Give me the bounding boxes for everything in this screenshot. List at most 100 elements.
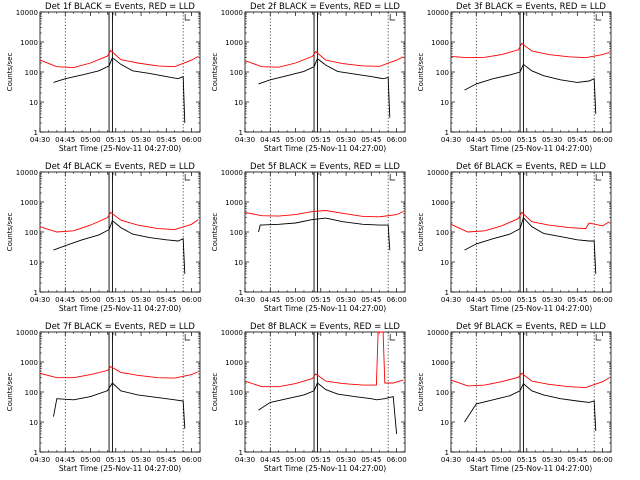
- y-tick-label: 10000: [221, 329, 243, 337]
- x-tick-label: 05:00: [491, 456, 511, 464]
- y-tick-label: 100: [25, 389, 38, 397]
- chart-panel-4: Det 4f BLACK = Events, RED = LLD 1 10 100 10…: [6, 162, 202, 313]
- y-axis-label: Counts/sec: [211, 53, 219, 92]
- chart-panel-1: Det 1f BLACK = Events, RED = LLD 1 10 100 10…: [6, 2, 202, 153]
- x-tick-label: 05:15: [517, 136, 537, 144]
- chart-panel-5: Det 5f BLACK = Events, RED = LLD 1 10 100 10…: [211, 162, 407, 313]
- plot-frame: [450, 331, 612, 453]
- x-tick-label: 04:30: [441, 296, 461, 304]
- x-tick-label: 05:45: [567, 456, 587, 464]
- lld-rate-series-line: [39, 366, 199, 379]
- x-tick-label: 04:30: [235, 296, 255, 304]
- event-rate-series-line: [464, 216, 597, 274]
- x-tick-label: 04:30: [30, 456, 50, 464]
- x-tick-label: 06:00: [181, 296, 201, 304]
- flare-bracket-mark: [518, 173, 526, 180]
- chart-title: Det 2f BLACK = Events, RED = LLD: [250, 2, 400, 12]
- y-tick-label: 1000: [431, 359, 449, 367]
- x-tick-label: 04:45: [260, 296, 280, 304]
- lld-rate-series-line: [244, 331, 404, 388]
- y-tick-label: 100: [230, 389, 243, 397]
- x-tick-label: 04:45: [466, 456, 486, 464]
- y-axis-label: Counts/sec: [417, 53, 425, 92]
- x-tick-label: 05:30: [542, 136, 562, 144]
- x-tick-label: 05:45: [361, 296, 381, 304]
- saa-bracket-mark: [389, 14, 396, 21]
- chart-title: Det 5f BLACK = Events, RED = LLD: [250, 162, 400, 172]
- x-tick-label: 05:45: [156, 296, 176, 304]
- x-tick-label: 06:00: [386, 136, 406, 144]
- y-tick-label: 10: [29, 259, 38, 267]
- y-tick-label: 10000: [16, 169, 38, 177]
- chart-title: Det 3f BLACK = Events, RED = LLD: [456, 2, 606, 12]
- y-tick-label: 1000: [20, 359, 38, 367]
- x-tick-label: 05:30: [336, 136, 356, 144]
- y-tick-label: 1: [239, 289, 243, 297]
- x-tick-label: 05:45: [156, 456, 176, 464]
- y-tick-label: 100: [25, 229, 38, 237]
- x-tick-label: 04:30: [30, 296, 50, 304]
- x-axis-label: Start Time (25-Nov-11 04:27:00): [264, 144, 386, 153]
- y-tick-label: 10: [234, 259, 243, 267]
- x-tick-label: 05:15: [311, 456, 331, 464]
- event-rate-series-line: [258, 57, 391, 118]
- flare-bracket-mark: [312, 173, 320, 180]
- x-tick-label: 05:15: [311, 296, 331, 304]
- x-axis-label: Start Time (25-Nov-11 04:27:00): [470, 304, 592, 313]
- x-tick-label: 06:00: [181, 136, 201, 144]
- y-axis-label: Counts/sec: [6, 213, 14, 252]
- plot-frame: [244, 11, 406, 133]
- chart-panel-8: Det 8f BLACK = Events, RED = LLD 1 10 100 10…: [211, 322, 407, 473]
- x-tick-label: 04:45: [260, 136, 280, 144]
- y-tick-label: 1000: [225, 359, 243, 367]
- chart-panel-3: Det 3f BLACK = Events, RED = LLD 1 10 100 10…: [417, 2, 613, 153]
- y-tick-label: 1: [445, 129, 449, 137]
- plot-frame: [450, 11, 612, 133]
- chart-panel-6: Det 6f BLACK = Events, RED = LLD 1 10 100 10…: [417, 162, 613, 313]
- x-axis-label: Start Time (25-Nov-11 04:27:00): [264, 304, 386, 313]
- plot-frame: [244, 171, 406, 293]
- y-tick-label: 1: [239, 129, 243, 137]
- flare-bracket-mark: [518, 13, 526, 20]
- x-tick-label: 05:30: [542, 296, 562, 304]
- x-axis-label: Start Time (25-Nov-11 04:27:00): [264, 464, 386, 473]
- x-tick-label: 04:45: [55, 296, 75, 304]
- lld-rate-series-line: [450, 42, 610, 59]
- x-tick-label: 04:30: [441, 136, 461, 144]
- x-tick-label: 04:45: [466, 296, 486, 304]
- x-axis-label: Start Time (25-Nov-11 04:27:00): [470, 144, 592, 153]
- x-tick-label: 06:00: [592, 296, 612, 304]
- x-tick-label: 04:30: [441, 456, 461, 464]
- plot-frame: [39, 171, 201, 293]
- y-tick-label: 10: [234, 419, 243, 427]
- y-tick-label: 100: [436, 389, 449, 397]
- lld-rate-series-line: [39, 49, 199, 69]
- y-tick-label: 10: [440, 99, 449, 107]
- plot-frame: [39, 11, 201, 133]
- y-tick-label: 1000: [225, 39, 243, 47]
- y-tick-label: 10000: [427, 169, 449, 177]
- x-axis-label: Start Time (25-Nov-11 04:27:00): [59, 304, 181, 313]
- plot-frame: [244, 331, 406, 453]
- x-tick-label: 05:30: [336, 296, 356, 304]
- plot-frame: [39, 331, 201, 453]
- saa-bracket-mark: [595, 334, 602, 341]
- y-tick-label: 10000: [16, 329, 38, 337]
- y-tick-label: 1000: [20, 199, 38, 207]
- y-tick-label: 1000: [431, 39, 449, 47]
- x-tick-label: 05:30: [336, 456, 356, 464]
- y-tick-label: 10: [234, 99, 243, 107]
- y-axis-label: Counts/sec: [6, 53, 14, 92]
- event-rate-series-line: [53, 56, 186, 124]
- saa-bracket-mark: [184, 334, 191, 341]
- chart-panel-7: Det 7f BLACK = Events, RED = LLD 1 10 100 10…: [6, 322, 202, 473]
- y-tick-label: 10000: [221, 9, 243, 17]
- y-tick-label: 1: [445, 449, 449, 457]
- x-tick-label: 06:00: [386, 296, 406, 304]
- x-tick-label: 05:15: [106, 136, 126, 144]
- x-tick-label: 05:00: [285, 456, 305, 464]
- x-tick-label: 06:00: [592, 456, 612, 464]
- x-tick-label: 04:45: [260, 456, 280, 464]
- event-rate-series-line: [464, 63, 597, 114]
- lld-rate-series-line: [450, 372, 610, 389]
